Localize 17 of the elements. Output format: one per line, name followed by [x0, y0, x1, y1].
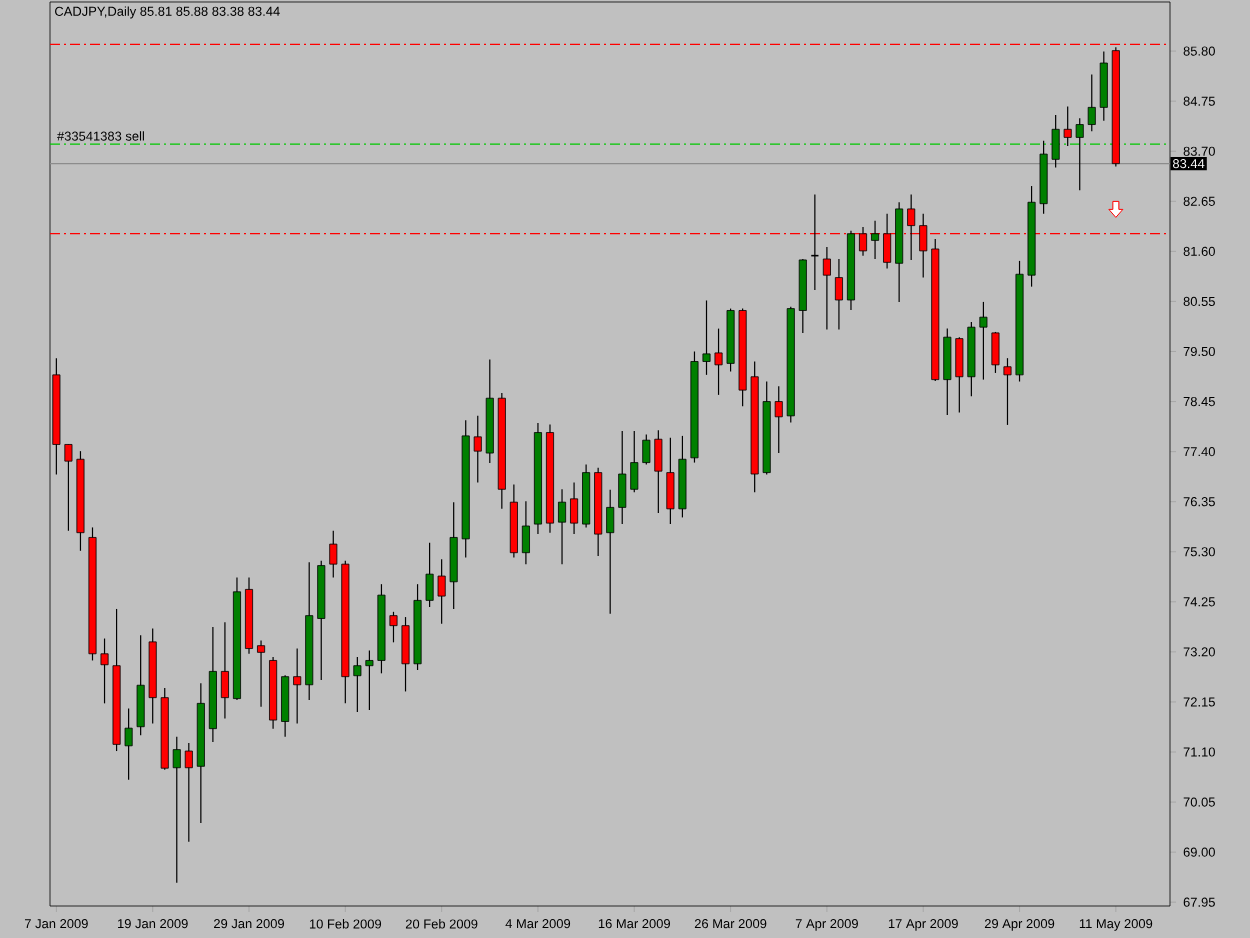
- candlestick: [822, 246, 831, 331]
- candlestick: [558, 488, 567, 565]
- candlestick: [521, 500, 530, 565]
- candlestick: [606, 489, 615, 615]
- candlestick: [1099, 50, 1108, 122]
- candlestick: [834, 258, 843, 331]
- candlestick: [172, 736, 181, 884]
- candlestick: [293, 647, 302, 724]
- candlestick: [184, 742, 193, 843]
- candlestick: [991, 331, 1000, 374]
- candlestick: [570, 482, 579, 535]
- candlestick: [281, 674, 290, 738]
- candlestick: [257, 639, 266, 708]
- candlestick: [618, 430, 627, 525]
- candlestick: [329, 530, 338, 579]
- candlestick: [871, 220, 880, 260]
- candlestick: [220, 621, 229, 720]
